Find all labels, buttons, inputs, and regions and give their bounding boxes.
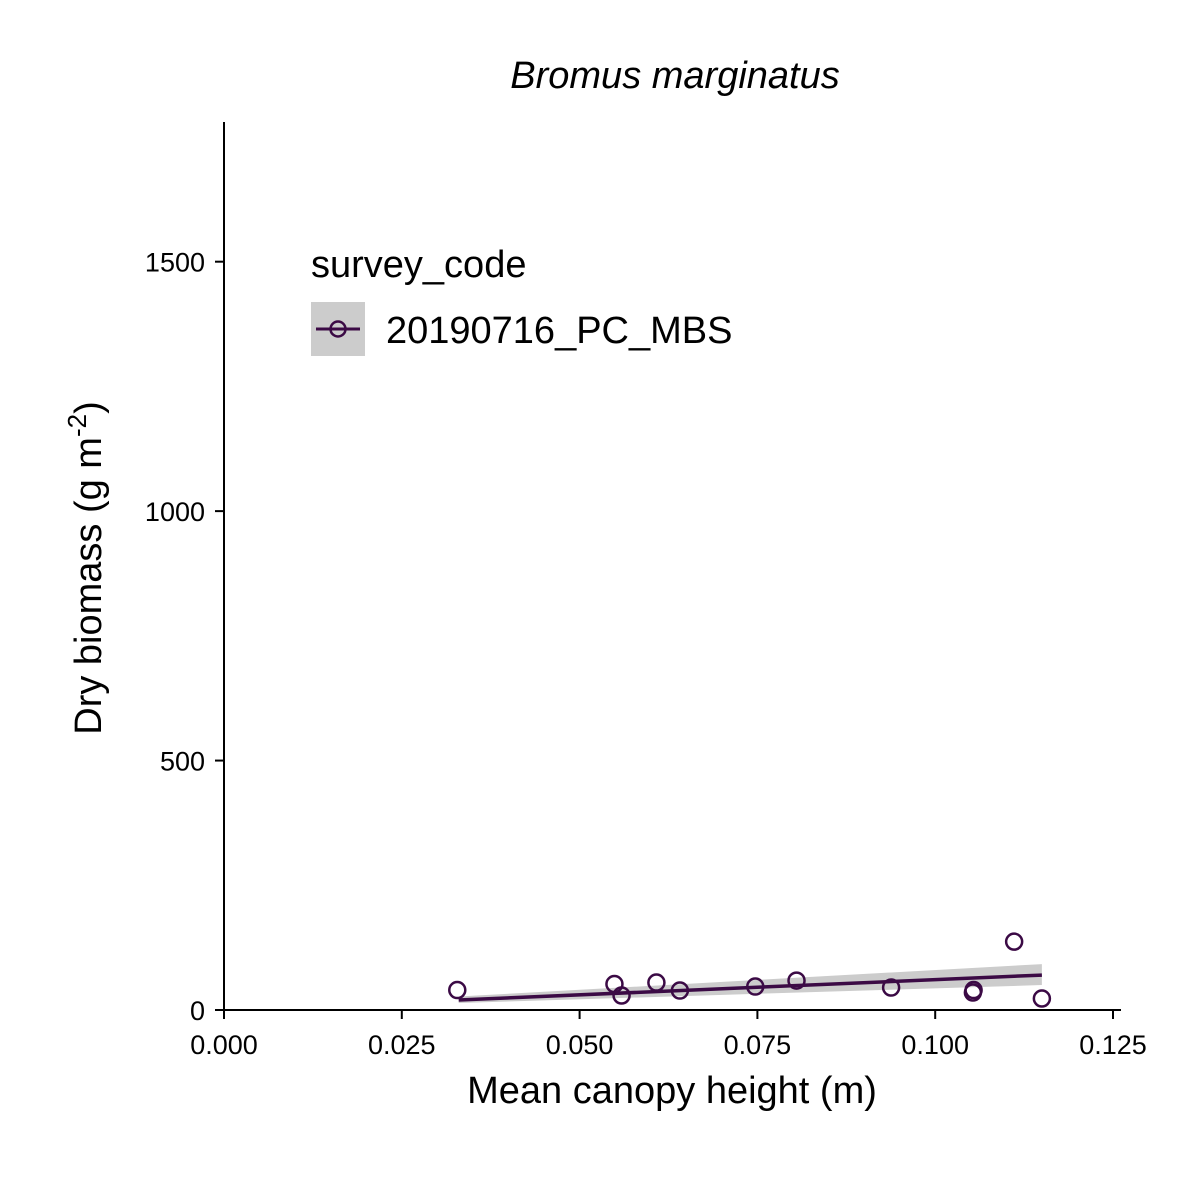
legend-title: survey_code bbox=[311, 244, 526, 286]
y-axis-ticks: 0 500 1000 1500 bbox=[145, 248, 224, 1026]
y-axis-label-close: ) bbox=[68, 401, 110, 414]
y-axis-label: Dry biomass (g m-2) bbox=[62, 401, 110, 735]
data-point bbox=[746, 977, 765, 996]
data-point bbox=[1032, 989, 1052, 1008]
x-tick-label: 0.075 bbox=[724, 1030, 792, 1060]
x-tick-label: 0.025 bbox=[368, 1030, 436, 1060]
y-tick-label: 0 bbox=[190, 996, 205, 1026]
legend-key-marker bbox=[329, 320, 347, 338]
y-tick-label: 500 bbox=[160, 747, 205, 777]
x-tick-label: 0.100 bbox=[901, 1030, 969, 1060]
data-point bbox=[964, 980, 983, 1000]
legend-entry-label: 20190716_PC_MBS bbox=[386, 310, 732, 352]
points-layer bbox=[448, 932, 1052, 1008]
x-axis-label: Mean canopy height (m) bbox=[467, 1070, 877, 1112]
data-point bbox=[670, 981, 690, 1000]
x-axis-ticks: 0.000 0.025 0.050 0.075 0.100 0.125 bbox=[190, 1010, 1147, 1060]
x-tick-label: 0.000 bbox=[190, 1030, 258, 1060]
data-point bbox=[787, 971, 806, 990]
data-point bbox=[1004, 932, 1024, 951]
y-axis-label-superscript: -2 bbox=[62, 414, 92, 437]
x-tick-label: 0.050 bbox=[546, 1030, 614, 1060]
fit-line bbox=[458, 973, 1042, 1002]
data-point bbox=[448, 980, 467, 1000]
data-point bbox=[881, 978, 901, 997]
y-tick-label: 1000 bbox=[145, 497, 205, 527]
y-tick-label: 1500 bbox=[145, 248, 205, 278]
data-point bbox=[612, 986, 631, 1005]
fit-line-layer bbox=[458, 973, 1042, 1002]
legend: survey_code 20190716_PC_MBS bbox=[311, 244, 732, 356]
y-axis-label-main: Dry biomass (g m bbox=[68, 437, 110, 735]
data-point bbox=[647, 973, 666, 992]
plot-area bbox=[448, 932, 1052, 1008]
x-tick-label: 0.125 bbox=[1079, 1030, 1147, 1060]
chart-title: Bromus marginatus bbox=[510, 55, 839, 97]
